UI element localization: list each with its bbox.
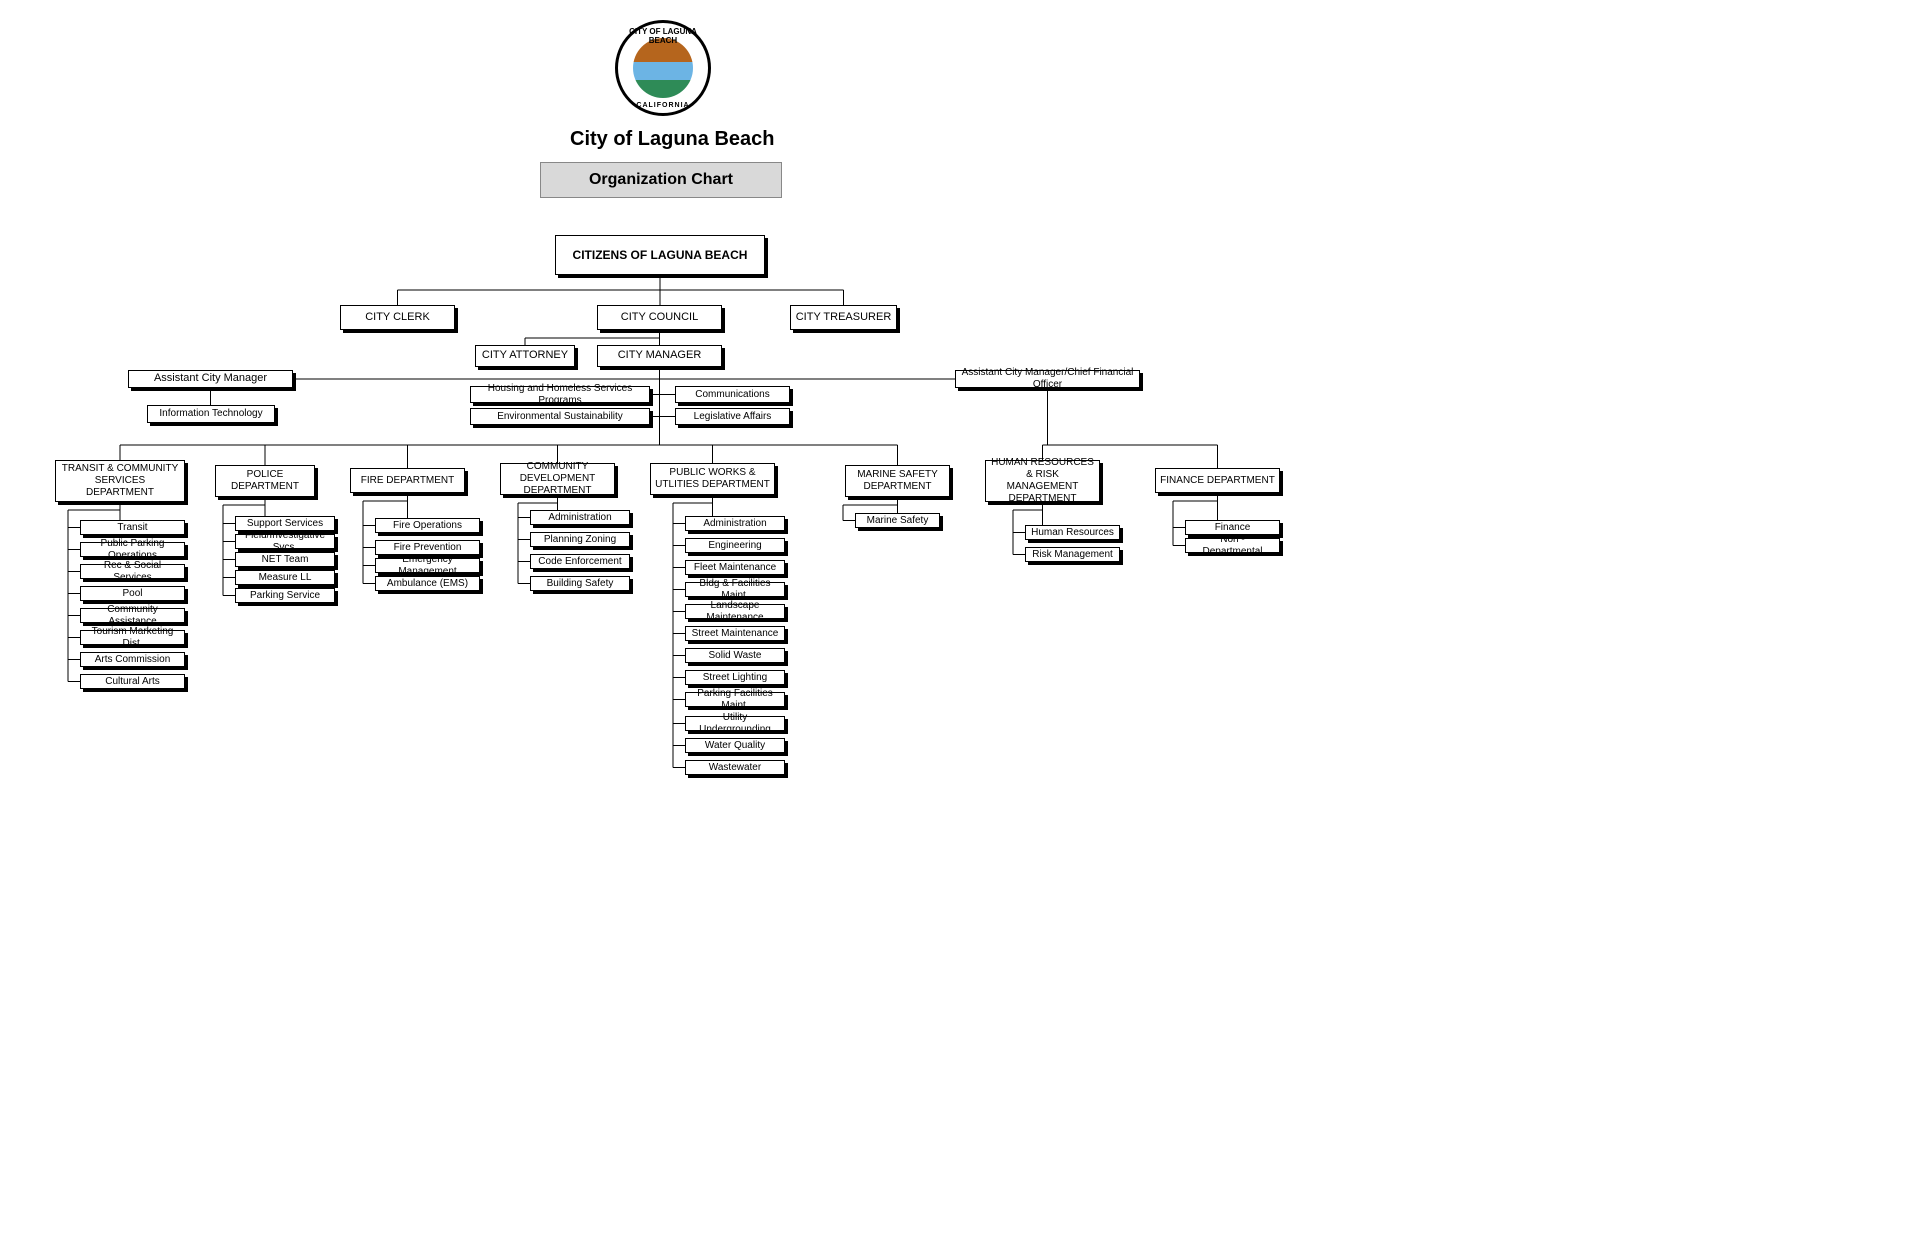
node-pw12: Wastewater xyxy=(685,760,785,775)
node-it: Information Technology xyxy=(147,405,275,423)
node-pw4: Bldg & Facilities Maint. xyxy=(685,582,785,597)
node-p3: NET Team xyxy=(235,552,335,567)
node-p4: Measure LL xyxy=(235,570,335,585)
node-t6: Tourism Marketing Dist. xyxy=(80,630,185,645)
node-finance: FINANCE DEPARTMENT xyxy=(1155,468,1280,493)
node-comm: Communications xyxy=(675,386,790,403)
node-pw9: Parking Facilities Maint. xyxy=(685,692,785,707)
node-cdd: COMMUNITY DEVELOPMENT DEPARTMENT xyxy=(500,463,615,495)
node-f4: Ambulance (EMS) xyxy=(375,576,480,591)
seal-text-bottom: CALIFORNIA xyxy=(618,102,708,109)
node-housing: Housing and Homeless Services Programs xyxy=(470,386,650,403)
node-c3: Code Enforcement xyxy=(530,554,630,569)
chart-title-text: Organization Chart xyxy=(589,171,733,189)
node-t2: Public Parking Operations xyxy=(80,542,185,557)
seal-icon xyxy=(633,38,693,98)
node-env: Environmental Sustainability xyxy=(470,408,650,425)
node-citizens: CITIZENS OF LAGUNA BEACH xyxy=(555,235,765,275)
node-pw7: Solid Waste xyxy=(685,648,785,663)
chart-title-box: Organization Chart xyxy=(540,162,782,198)
node-m1: Marine Safety xyxy=(855,513,940,528)
node-fire: FIRE DEPARTMENT xyxy=(350,468,465,493)
page-title: City of Laguna Beach xyxy=(570,128,774,151)
node-t4: Pool xyxy=(80,586,185,601)
node-treasurer: CITY TREASURER xyxy=(790,305,897,330)
node-c1: Administration xyxy=(530,510,630,525)
node-pw: PUBLIC WORKS & UTLITIES DEPARTMENT xyxy=(650,463,775,495)
node-fn2: Non - Departmental xyxy=(1185,538,1280,553)
node-f3: Emergency Management xyxy=(375,558,480,573)
node-p2: Field/Investigative Svcs. xyxy=(235,534,335,549)
node-pw8: Street Lighting xyxy=(685,670,785,685)
node-manager: CITY MANAGER xyxy=(597,345,722,367)
node-acm: Assistant City Manager xyxy=(128,370,293,388)
org-chart-page: CITY OF LAGUNA BEACH CALIFORNIA City of … xyxy=(0,0,1920,1233)
node-h1: Human Resources xyxy=(1025,525,1120,540)
node-attorney: CITY ATTORNEY xyxy=(475,345,575,367)
node-police: POLICE DEPARTMENT xyxy=(215,465,315,497)
node-pw6: Street Maintenance xyxy=(685,626,785,641)
node-p5: Parking Service xyxy=(235,588,335,603)
node-pw10: Utility Undergrounding xyxy=(685,716,785,731)
node-pw1: Administration xyxy=(685,516,785,531)
node-t1: Transit xyxy=(80,520,185,535)
node-clerk: CITY CLERK xyxy=(340,305,455,330)
node-t7: Arts Commission xyxy=(80,652,185,667)
node-pw2: Engineering xyxy=(685,538,785,553)
city-seal-logo: CITY OF LAGUNA BEACH CALIFORNIA xyxy=(615,20,711,116)
node-c4: Building Safety xyxy=(530,576,630,591)
node-c2: Planning Zoning xyxy=(530,532,630,547)
node-marine: MARINE SAFETY DEPARTMENT xyxy=(845,465,950,497)
node-f1: Fire Operations xyxy=(375,518,480,533)
node-acm_cfo: Assistant City Manager/Chief Financial O… xyxy=(955,370,1140,388)
node-h2: Risk Management xyxy=(1025,547,1120,562)
node-t5: Community Assistance xyxy=(80,608,185,623)
connector-lines xyxy=(0,0,1920,1233)
node-transit: TRANSIT & COMMUNITY SERVICES DEPARTMENT xyxy=(55,460,185,502)
node-pw5: Landscape Maintenance xyxy=(685,604,785,619)
node-t3: Rec & Social Services xyxy=(80,564,185,579)
seal-text-top: CITY OF LAGUNA BEACH xyxy=(618,27,708,45)
node-t8: Cultural Arts xyxy=(80,674,185,689)
node-hr: HUMAN RESOURCES & RISK MANAGEMENT DEPART… xyxy=(985,460,1100,502)
node-pw11: Water Quality xyxy=(685,738,785,753)
node-leg: Legislative Affairs xyxy=(675,408,790,425)
node-council: CITY COUNCIL xyxy=(597,305,722,330)
node-pw3: Fleet Maintenance xyxy=(685,560,785,575)
